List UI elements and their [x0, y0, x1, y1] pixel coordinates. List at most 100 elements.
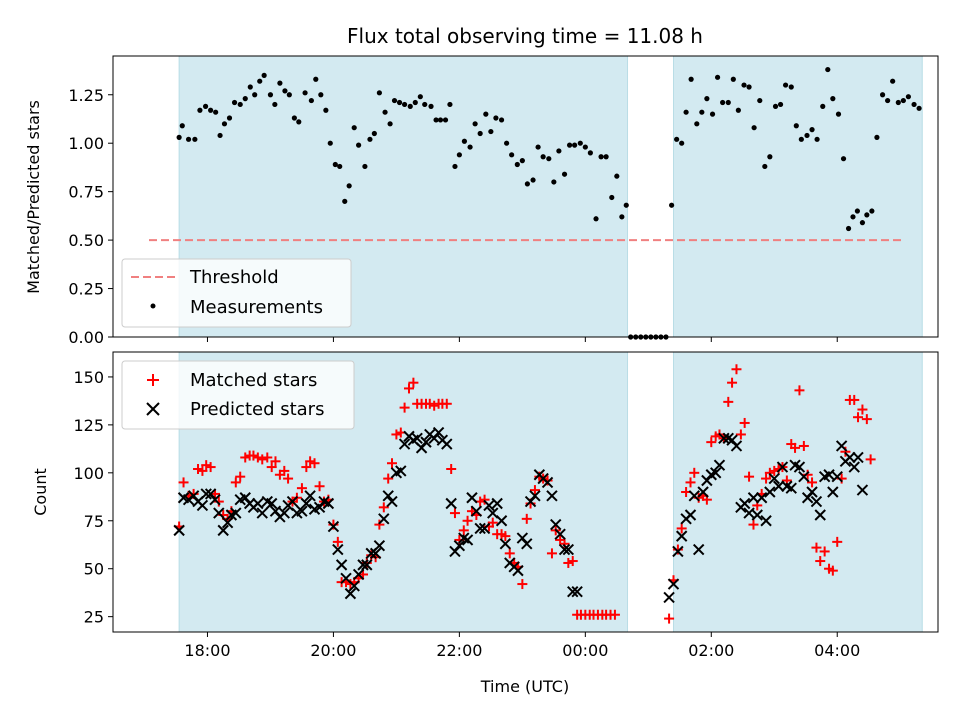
measurement-point [709, 111, 716, 117]
observing-window-top-1 [672, 55, 923, 338]
measurement-point [609, 194, 615, 201]
matched-stars-point [283, 473, 294, 484]
matched-stars-point [479, 494, 490, 505]
measurement-point [452, 163, 458, 170]
matched-stars-point [314, 481, 325, 492]
measurement-point [442, 117, 449, 123]
matched-stars-point [252, 452, 263, 463]
predicted-stars-point [667, 578, 680, 590]
measurement-point [788, 84, 794, 90]
matched-stars-point [546, 548, 557, 559]
measurement-point [598, 154, 604, 160]
measurement-point [504, 140, 510, 146]
predicted-stars-point [688, 490, 700, 502]
matched-stars-point [279, 465, 290, 476]
measurement-point [217, 132, 223, 139]
measurement-point [864, 212, 870, 218]
matched-stars-point [391, 429, 402, 440]
measurement-point [619, 214, 625, 220]
measurement-point [767, 154, 773, 160]
predicted-stars-point [730, 440, 743, 452]
legend-measurements-swatch [150, 303, 156, 309]
matched-stars-point [386, 458, 397, 469]
ratio-y-axis-label: Matched/Predicted stars [24, 100, 43, 294]
matched-stars-point [446, 463, 457, 474]
predicted-stars-point [395, 465, 407, 477]
matched-stars-point [529, 485, 540, 496]
predicted-stars-point [441, 438, 453, 450]
matched-stars-point [521, 513, 532, 524]
measurement-point [725, 99, 731, 106]
measurement-point [257, 78, 263, 84]
ratio-panel: 0.00 0.25 0.50 0.75 1.00 1.25 Matched/Predict… [24, 55, 939, 347]
predicted-stars-point [491, 497, 503, 510]
measurement-point [226, 115, 233, 121]
measurement-point [535, 144, 541, 150]
measurement-point [674, 136, 680, 142]
matched-stars-point [248, 450, 259, 461]
predicted-stars-point [230, 507, 242, 519]
predicted-stars-point [512, 564, 524, 577]
predicted-stars-point [554, 528, 566, 540]
matched-stars-point [865, 454, 876, 465]
predicted-stars-point [209, 493, 221, 506]
measurement-point [593, 216, 599, 222]
legend-predicted-swatch [146, 402, 160, 416]
predicted-stars-point [256, 507, 268, 519]
predicted-stars-point [445, 497, 457, 510]
predicted-stars-point [672, 545, 684, 558]
measurement-point [277, 80, 283, 86]
predicted-stars-point [751, 509, 763, 521]
matched-stars-point [301, 462, 312, 473]
matched-stars-point [500, 531, 511, 542]
predicted-stars-point [361, 559, 373, 571]
measurement-point [519, 158, 525, 164]
predicted-stars-point [173, 524, 185, 537]
measurement-point [835, 111, 842, 117]
matched-stars-point [517, 579, 528, 590]
matched-stars-point [832, 536, 843, 547]
measurement-point [694, 121, 700, 127]
predicted-stars-point [483, 499, 495, 512]
predicted-stars-point [713, 459, 726, 471]
matched-stars-point [685, 477, 696, 488]
matched-stars-point [739, 417, 750, 428]
matched-stars-point [332, 536, 343, 547]
predicted-stars-point [810, 495, 823, 508]
measurement-point [720, 99, 726, 106]
predicted-stars-point [776, 461, 789, 473]
measurement-point [782, 82, 789, 88]
predicted-stars-point [386, 495, 398, 508]
measurement-point [524, 181, 530, 187]
legend-predicted-label: Predicted stars [190, 399, 324, 420]
matched-stars-point [213, 496, 224, 507]
measurement-point [356, 142, 362, 148]
measurement-point [879, 92, 886, 98]
count-points [173, 364, 876, 624]
measurement-point [751, 125, 757, 131]
matched-stars-point [748, 519, 759, 530]
measurement-point [735, 107, 741, 113]
count-y-tick-label: 75 [84, 512, 104, 531]
predicted-stars-point [378, 513, 390, 525]
measurement-point [351, 125, 357, 131]
measurement-point [757, 97, 763, 104]
matched-stars-point [361, 557, 372, 568]
measurement-point [798, 136, 804, 142]
matched-stars-point [706, 437, 717, 448]
predicted-stars-point [196, 499, 209, 512]
ratio-y-tick-label: 0.25 [68, 280, 104, 299]
measurement-point [493, 115, 499, 121]
matched-stars-point [235, 471, 246, 482]
predicted-stars-point [332, 543, 344, 556]
predicted-stars-point [541, 476, 554, 489]
measurement-point [456, 152, 462, 158]
measurement-point [793, 123, 799, 129]
predicted-stars-point [304, 490, 316, 502]
predicted-stars-point [806, 486, 818, 498]
predicted-stars-point [499, 538, 512, 550]
measurement-point [483, 111, 489, 117]
count-y-axis: 25 50 75 100 125 150 [73, 368, 113, 627]
measurement-point [327, 140, 333, 146]
